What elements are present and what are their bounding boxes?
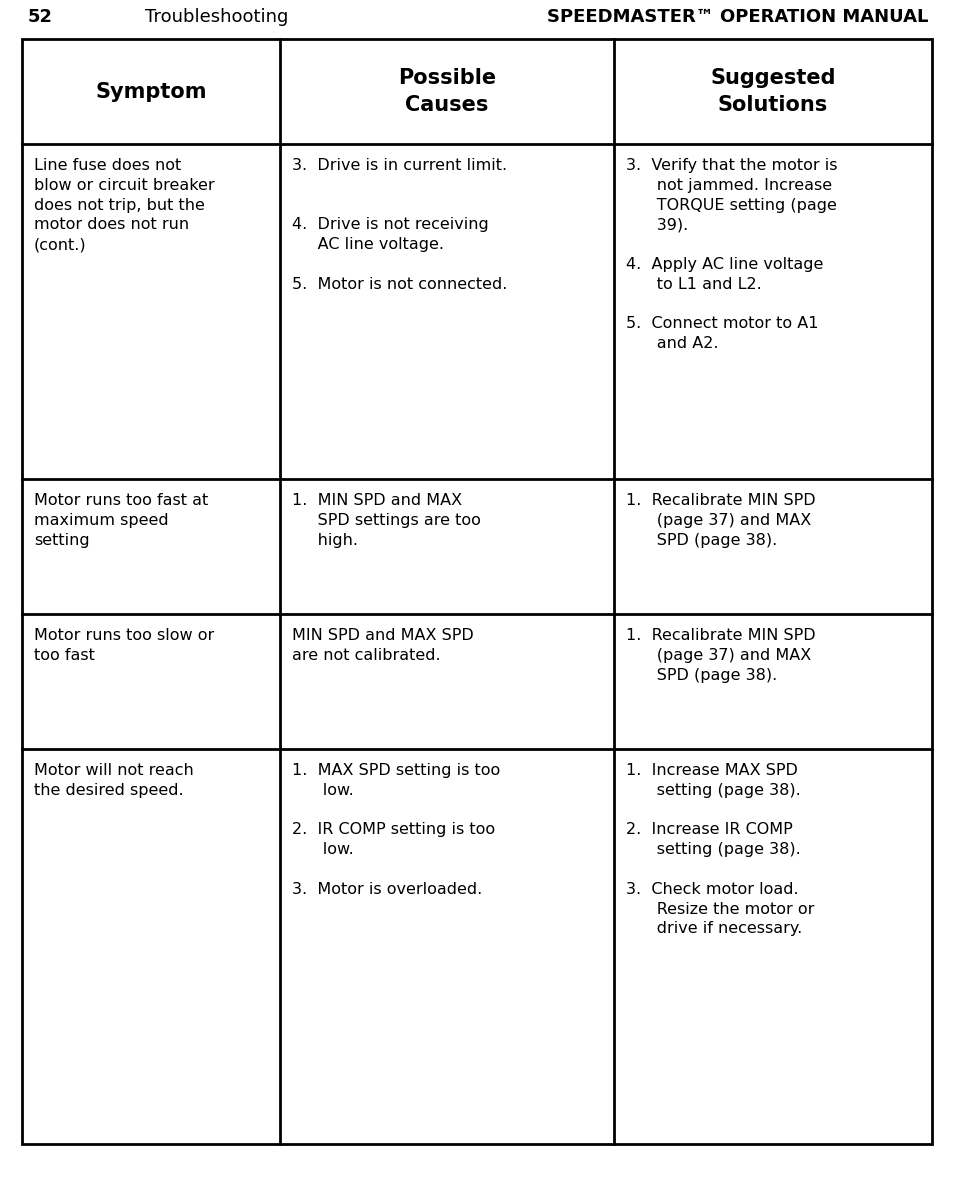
Text: 1.  Recalibrate MIN SPD
      (page 37) and MAX
      SPD (page 38).: 1. Recalibrate MIN SPD (page 37) and MAX… — [625, 493, 815, 547]
Text: Troubleshooting: Troubleshooting — [145, 8, 288, 26]
Text: Motor will not reach
the desired speed.: Motor will not reach the desired speed. — [34, 763, 193, 798]
Text: MIN SPD and MAX SPD
are not calibrated.: MIN SPD and MAX SPD are not calibrated. — [292, 628, 474, 663]
Text: Symptom: Symptom — [95, 81, 207, 101]
Text: 1.  MIN SPD and MAX
     SPD settings are too
     high.: 1. MIN SPD and MAX SPD settings are too … — [292, 493, 480, 547]
Text: 1.  Recalibrate MIN SPD
      (page 37) and MAX
      SPD (page 38).: 1. Recalibrate MIN SPD (page 37) and MAX… — [625, 628, 815, 683]
Text: SPEEDMASTER™ OPERATION MANUAL: SPEEDMASTER™ OPERATION MANUAL — [546, 8, 927, 26]
Text: Line fuse does not
blow or circuit breaker
does not trip, but the
motor does not: Line fuse does not blow or circuit break… — [34, 158, 214, 252]
Text: Possible
Causes: Possible Causes — [397, 68, 496, 114]
Text: Motor runs too slow or
too fast: Motor runs too slow or too fast — [34, 628, 214, 663]
Text: 1.  MAX SPD setting is too
      low.

2.  IR COMP setting is too
      low.

3.: 1. MAX SPD setting is too low. 2. IR COM… — [292, 763, 499, 897]
Text: 3.  Drive is in current limit.


4.  Drive is not receiving
     AC line voltage: 3. Drive is in current limit. 4. Drive i… — [292, 158, 507, 291]
Text: 52: 52 — [28, 8, 53, 26]
Text: 1.  Increase MAX SPD
      setting (page 38).

2.  Increase IR COMP
      settin: 1. Increase MAX SPD setting (page 38). 2… — [625, 763, 814, 936]
Text: Motor runs too fast at
maximum speed
setting: Motor runs too fast at maximum speed set… — [34, 493, 208, 547]
Text: Suggested
Solutions: Suggested Solutions — [709, 68, 835, 114]
Text: 3.  Verify that the motor is
      not jammed. Increase
      TORQUE setting (pa: 3. Verify that the motor is not jammed. … — [625, 158, 837, 351]
